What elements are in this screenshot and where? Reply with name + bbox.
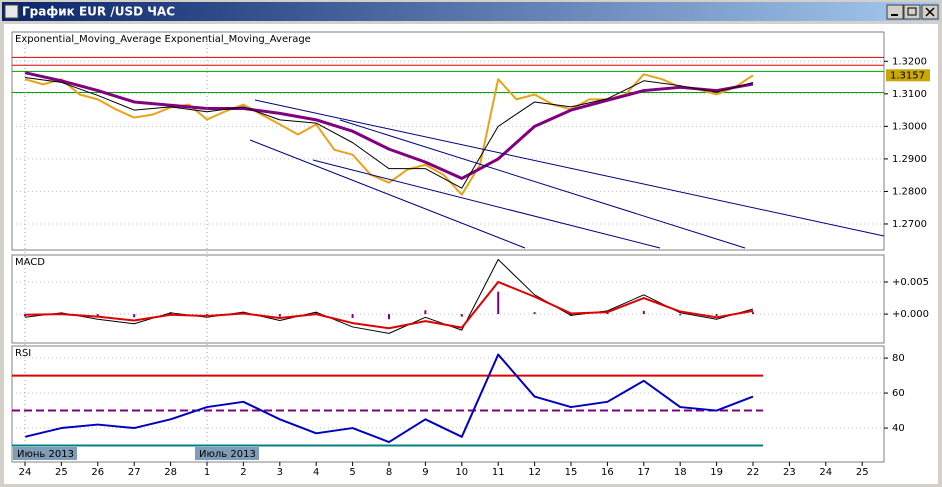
x-tick-label: 22 [747,467,760,478]
histogram-bar [424,310,427,315]
x-tick-label: 11 [492,467,505,478]
window-title: График EUR /USD ЧАС [22,5,175,19]
window-buttons [886,4,939,20]
y-tick-label: 1.3100 [892,89,927,100]
x-tick-label: 24 [19,467,32,478]
maximize-icon [907,7,917,16]
y-tick-label: +0.005 [892,277,929,288]
x-tick-label: 26 [91,467,104,478]
histogram-bar [278,314,281,317]
y-tick-label: 60 [892,388,905,399]
x-tick-label: 15 [565,467,578,478]
histogram-bar [715,314,718,317]
x-tick-label: 24 [819,467,832,478]
x-tick-label: 28 [164,467,177,478]
chart-area [4,24,938,484]
histogram-bar [24,314,26,317]
histogram-bar [351,314,354,318]
histogram-bar [533,312,536,315]
x-tick-label: 8 [386,467,392,478]
x-tick-label: 16 [601,467,614,478]
y-tick-label: 80 [892,353,905,364]
last-price-box [886,69,930,82]
histogram-bar [679,314,682,316]
histogram-bar [206,314,208,316]
y-tick-label: 40 [892,423,905,434]
month-label: Июнь 2013 [17,449,74,460]
histogram-bar [752,312,754,315]
series-line [24,353,754,444]
minimize-button[interactable] [886,4,904,20]
y-tick-label: 1.3000 [892,121,927,132]
month-box [13,447,77,460]
x-tick-label: 5 [349,467,355,478]
window-icon [4,4,19,19]
y-tick-label: 1.2700 [892,219,927,230]
panel-title: Exponential_Moving_Average Exponential_M… [15,34,311,45]
histogram-bar [388,314,390,320]
y-tick-label: +0.000 [892,309,929,320]
histogram-bar [96,314,99,317]
series-line [24,71,754,180]
x-tick-label: 19 [710,467,723,478]
x-tick-label: 18 [674,467,687,478]
x-tick-label: 10 [455,467,468,478]
histogram-bar [133,314,136,318]
panel-border [11,254,885,344]
x-tick-label: 1 [204,467,210,478]
y-tick-label: 1.3200 [892,56,927,67]
panel-title: MACD [15,257,45,268]
panel-border [11,31,885,251]
x-tick-label: 17 [637,467,650,478]
maximize-button[interactable] [903,4,921,20]
histogram-bar [460,314,463,317]
x-tick-label: 27 [128,467,141,478]
series-line [24,258,754,334]
panel-title: RSI [15,348,31,359]
x-tick-label: 2 [240,467,246,478]
histogram-bar [606,312,609,315]
trend-line [312,159,661,249]
title-bar [2,2,940,21]
histogram-bar [497,291,500,315]
series-line [24,280,754,330]
trend-line [249,139,526,249]
x-tick-label: 12 [528,467,541,478]
last-price-label: 1.3157 [890,70,925,81]
month-label: Июль 2013 [199,449,256,460]
trend-line [339,119,746,249]
y-tick-label: 1.2900 [892,154,927,165]
x-tick-label: 9 [422,467,428,478]
trend-line [254,99,885,237]
x-tick-label: 3 [277,467,283,478]
x-tick-label: 25 [55,467,68,478]
month-box [195,447,259,460]
histogram-bar [642,310,645,315]
x-tick-label: 23 [783,467,796,478]
series-line [24,77,754,189]
close-icon [925,7,935,17]
series-line [24,73,754,196]
panel-border [11,345,885,463]
y-tick-label: 1.2800 [892,186,927,197]
x-tick-label: 25 [856,467,869,478]
trend-lines [249,99,885,249]
x-tick-label: 4 [313,467,319,478]
